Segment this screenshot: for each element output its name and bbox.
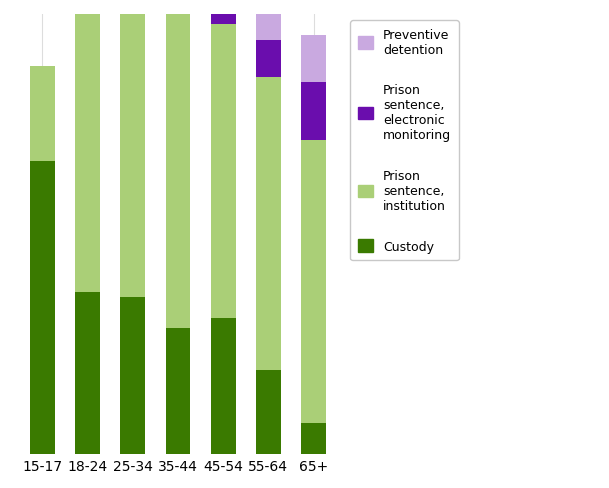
Bar xyxy=(75,0,100,292)
Legend: Preventive
detention, Prison
sentence,
electronic
monitoring, Prison
sentence,
i: Preventive detention, Prison sentence, e… xyxy=(350,21,459,261)
Bar xyxy=(30,67,55,162)
Bar xyxy=(166,15,191,329)
Bar xyxy=(121,0,145,297)
Bar xyxy=(301,36,326,83)
Bar xyxy=(30,162,55,454)
Bar xyxy=(166,329,191,454)
Bar xyxy=(256,370,281,454)
Bar xyxy=(211,318,236,454)
Bar xyxy=(256,4,281,41)
Bar xyxy=(211,25,236,318)
Bar xyxy=(301,141,326,423)
Bar xyxy=(256,78,281,370)
Bar xyxy=(256,41,281,78)
Bar xyxy=(121,297,145,454)
Bar xyxy=(211,0,236,25)
Bar xyxy=(301,423,326,454)
Bar xyxy=(75,292,100,454)
Bar xyxy=(301,83,326,141)
Bar xyxy=(166,0,191,15)
